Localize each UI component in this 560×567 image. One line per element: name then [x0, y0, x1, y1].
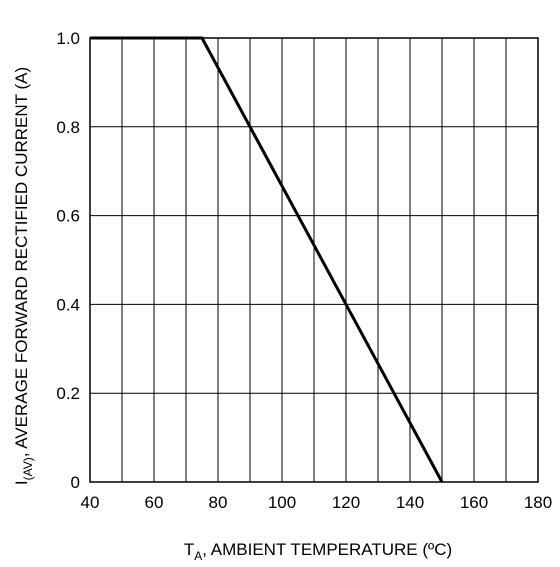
- y-tick-label: 0: [71, 473, 80, 492]
- y-tick-label: 0.6: [56, 207, 80, 226]
- x-tick-label: 180: [524, 493, 552, 512]
- y-tick-labels: 0 0.2 0.4 0.6 0.8 1.0: [56, 29, 80, 492]
- plot-frame: [89, 37, 539, 483]
- x-axis-title-subscript: A: [194, 549, 202, 563]
- y-axis-title: I(AV), AVERAGE FORWARD RECTIFIED CURRENT…: [12, 67, 35, 485]
- y-tick-label: 0.2: [56, 384, 80, 403]
- x-axis-title: TA, AMBIENT TEMPERATURE (ºC): [184, 540, 452, 563]
- x-tick-label: 160: [460, 493, 488, 512]
- current-derating-line: [90, 36, 444, 483]
- x-axis-title-text: , AMBIENT TEMPERATURE (ºC): [202, 540, 452, 559]
- grid: [89, 37, 539, 483]
- series-layer: [90, 36, 444, 483]
- x-tick-label: 60: [145, 493, 164, 512]
- y-tick-label: 1.0: [56, 29, 80, 48]
- x-tick-label: 140: [396, 493, 424, 512]
- y-axis-title-text: , AVERAGE FORWARD RECTIFIED CURRENT (A): [12, 67, 31, 457]
- x-axis-title-symbol: T: [184, 540, 194, 559]
- x-tick-labels: 40 60 80 100 120 140 160 180: [81, 493, 553, 512]
- y-tick-label: 0.4: [56, 295, 80, 314]
- x-tick-label: 80: [209, 493, 228, 512]
- x-tick-label: 40: [81, 493, 100, 512]
- y-tick-label: 0.8: [56, 118, 80, 137]
- y-axis-title-symbol: I: [12, 480, 31, 485]
- y-axis-title-subscript: (AV): [21, 457, 35, 480]
- x-tick-label: 120: [332, 493, 360, 512]
- x-tick-label: 100: [268, 493, 296, 512]
